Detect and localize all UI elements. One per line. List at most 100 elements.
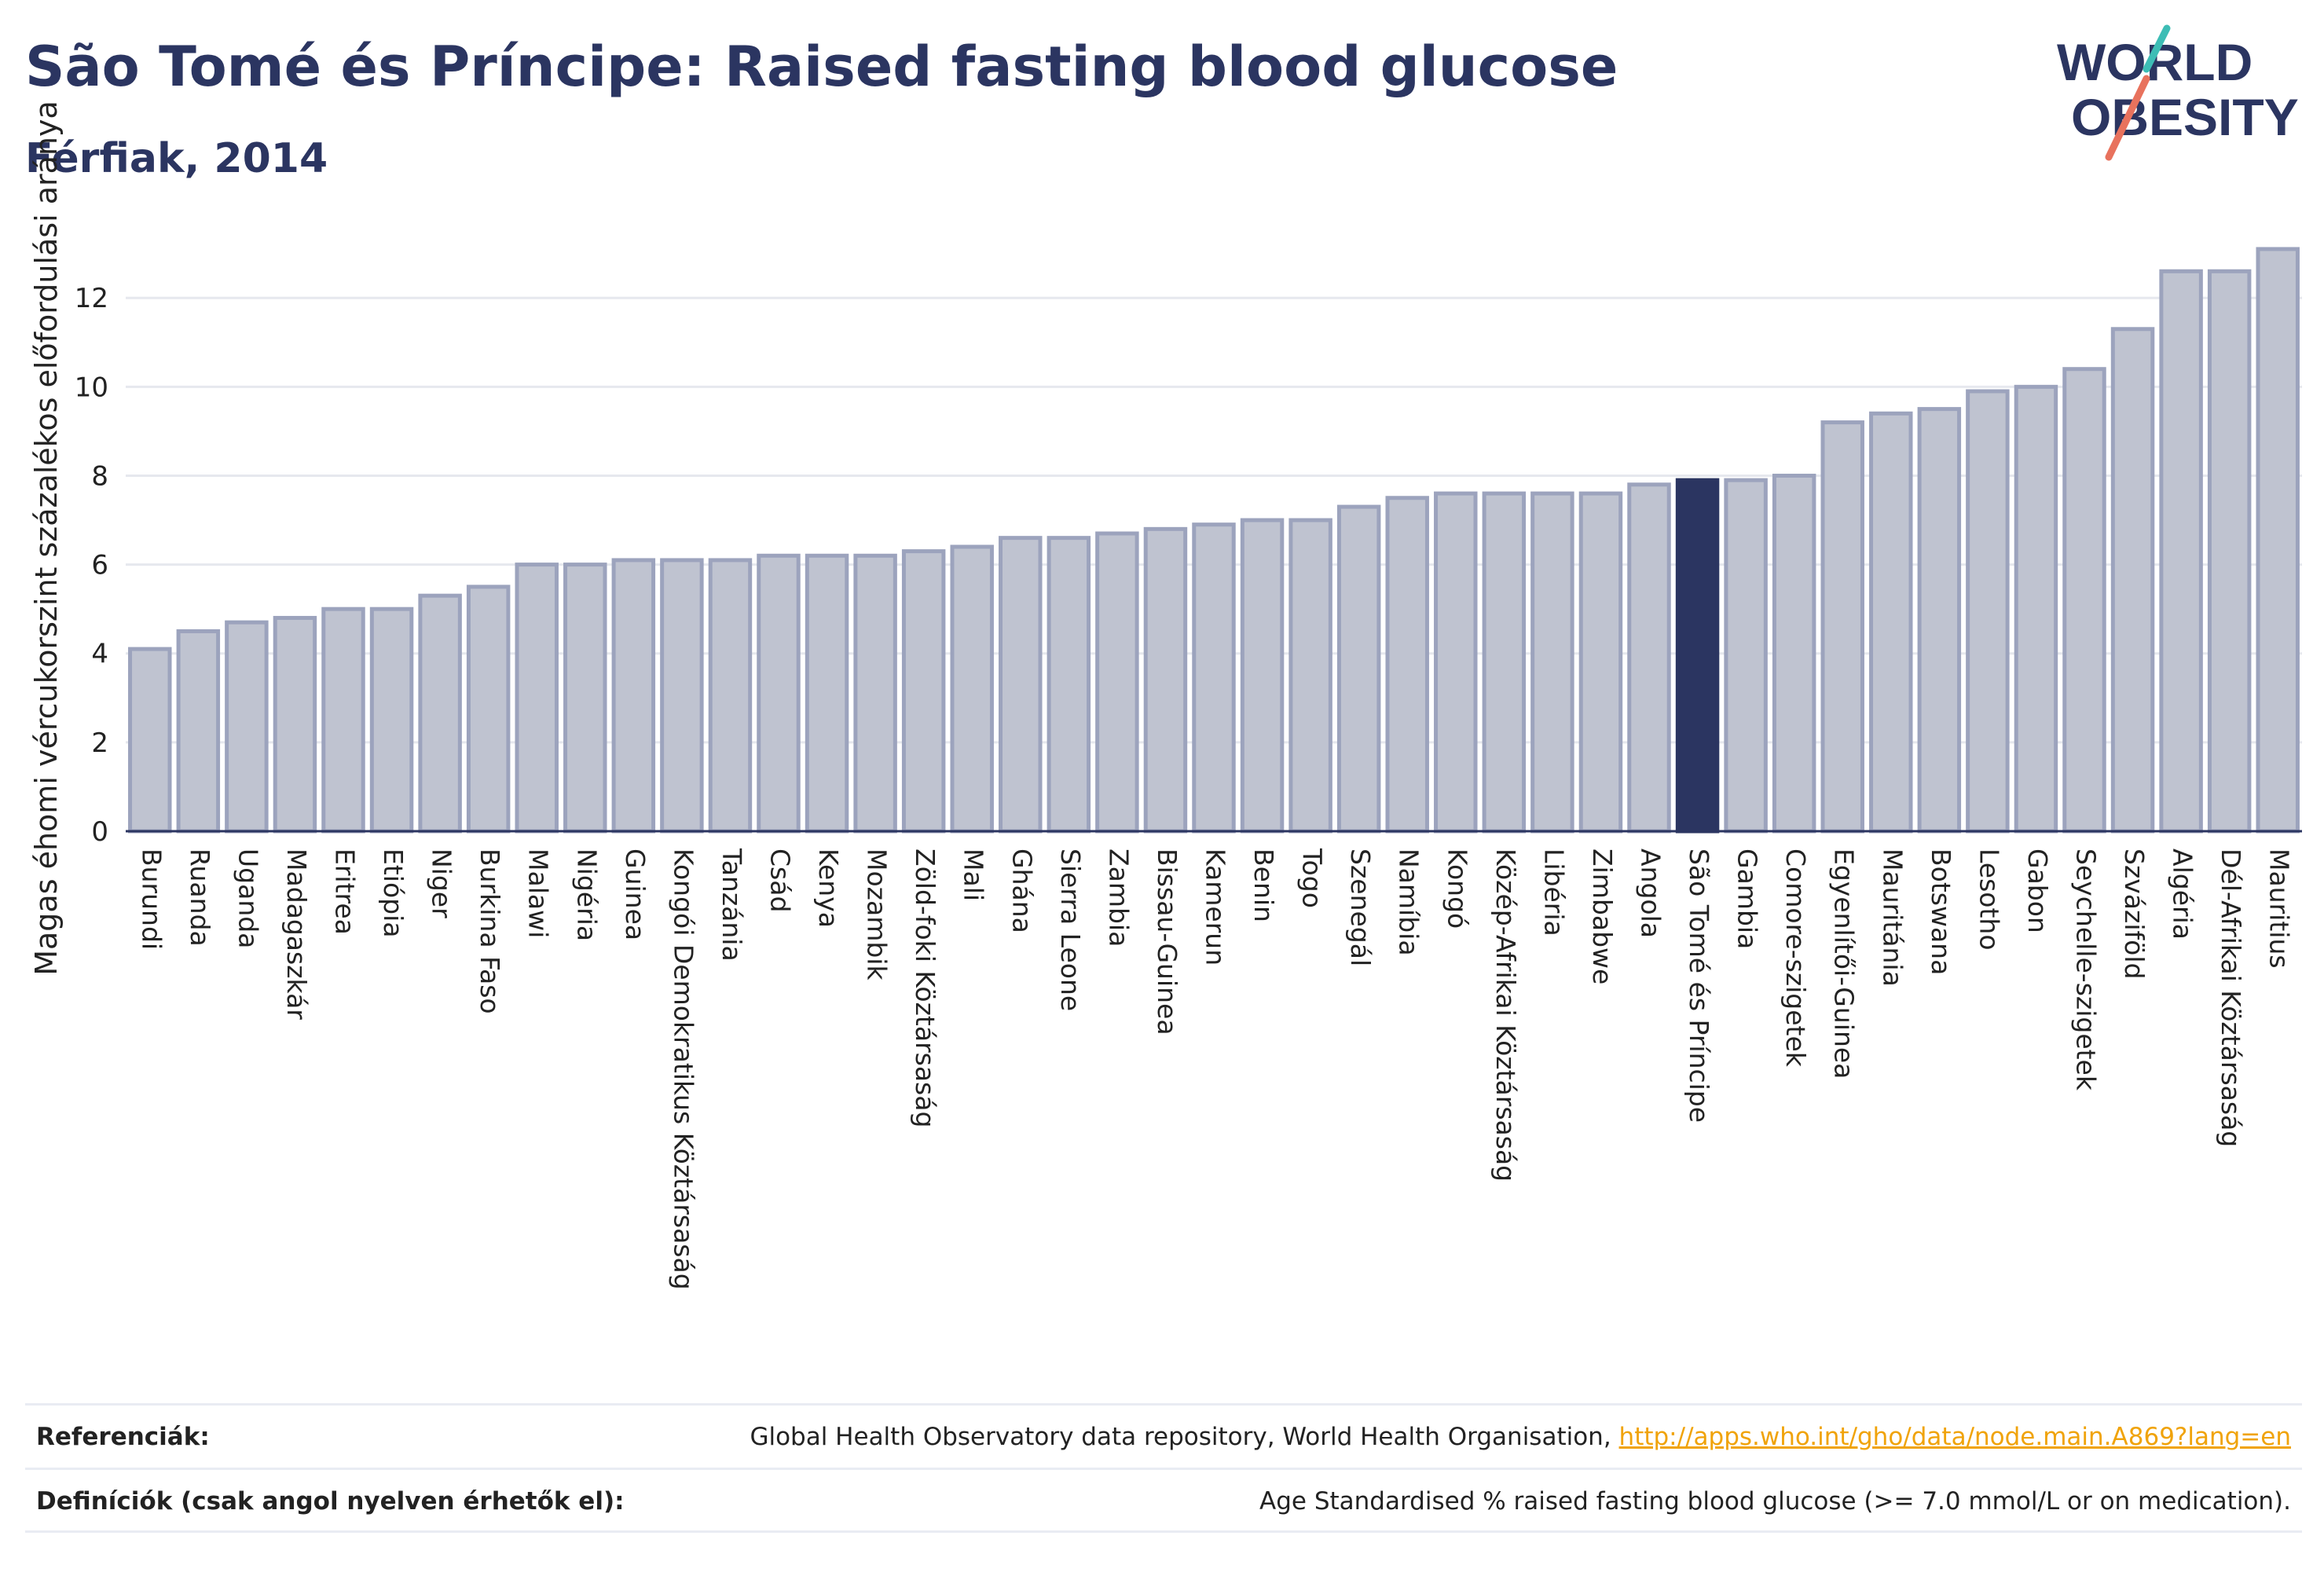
x-tick-label: Zimbabwe: [1587, 848, 1618, 984]
x-tick-label: Mauritius: [2264, 848, 2295, 969]
x-tick-label: Kenya: [813, 848, 844, 928]
x-tick-label: Dél-Afrikai Köztársaság: [2216, 848, 2246, 1147]
definitions-text: Age Standardised % raised fasting blood …: [1259, 1487, 2291, 1516]
y-axis-title: Magas éhomi vércukorszint százalékos elő…: [29, 101, 64, 976]
bar: [225, 620, 269, 834]
bar: [853, 553, 897, 834]
x-tick-label: Csád: [765, 848, 796, 912]
x-tick-label: Benin: [1248, 848, 1279, 922]
x-tick-label: Malawi: [523, 848, 554, 938]
x-tick-label: Angola: [1636, 848, 1666, 938]
x-tick-label: Kamerun: [1200, 848, 1231, 966]
bar: [1917, 407, 1962, 834]
y-tick-label: 2: [91, 728, 108, 759]
bar: [708, 558, 753, 834]
x-tick-label: Kongói Demokratikus Köztársaság: [668, 848, 698, 1290]
x-tick-label: Madagaszkár: [281, 848, 312, 1020]
x-tick-label: Uganda: [233, 848, 263, 948]
bar: [999, 536, 1043, 834]
bar: [515, 563, 559, 834]
bar: [1675, 478, 1720, 834]
bar: [273, 615, 317, 834]
x-tick-label: Zambia: [1103, 848, 1134, 947]
bar: [757, 553, 801, 834]
bar: [1095, 531, 1139, 834]
logo-slash-teal: [2143, 24, 2171, 73]
x-tick-label: Niger: [427, 848, 457, 918]
x-tick-label: Comore-szigetek: [1780, 848, 1811, 1068]
x-tick-label: Ruanda: [185, 848, 215, 947]
x-tick-label: Nigéria: [571, 848, 602, 941]
x-tick-label: Burundi: [136, 848, 167, 950]
bar: [2256, 247, 2300, 834]
bar: [176, 629, 221, 834]
bar: [563, 563, 607, 834]
x-tick-label: Algéria: [2168, 848, 2198, 940]
x-tick-label: Közép-Afrikai Köztársaság: [1490, 848, 1521, 1182]
references-text: Global Health Observatory data repositor…: [750, 1423, 1619, 1451]
x-tick-label: São Tomé és Príncipe: [1684, 848, 1714, 1123]
x-tick-label: Seychelle-szigetek: [2071, 848, 2102, 1091]
references-row: Referenciák: Global Health Observatory d…: [25, 1403, 2302, 1472]
bar: [1530, 491, 1574, 834]
logo-slash-coral: [2105, 75, 2150, 161]
bar: [2159, 269, 2203, 834]
bar: [1047, 536, 1091, 834]
y-tick-label: 12: [75, 283, 108, 314]
x-tick-label: Egyenlítői-Guinea: [1829, 848, 1860, 1079]
bar: [1434, 491, 1478, 834]
bar: [611, 558, 656, 834]
chart-subtitle: Férfiak, 2014: [25, 135, 328, 182]
bar: [1192, 522, 1236, 834]
y-tick-label: 4: [91, 639, 108, 670]
x-tick-label: Burkina Faso: [475, 848, 505, 1014]
x-tick-label: Lesotho: [1974, 848, 2004, 951]
x-tick-label: Sierra Leone: [1055, 848, 1086, 1011]
world-obesity-logo[interactable]: WORLD OBESITY: [2051, 24, 2310, 165]
x-tick-label: Mauritánia: [1877, 848, 1908, 987]
x-tick-label: Eritrea: [330, 848, 361, 935]
bar: [1869, 411, 1913, 834]
bar: [2014, 384, 2058, 834]
logo-text-line1: WORLD: [2057, 33, 2253, 91]
bar: [901, 549, 946, 834]
x-tick-label: Botswana: [1926, 848, 1956, 975]
x-tick-label: Ghána: [1006, 848, 1037, 933]
x-tick-label: Kongó: [1442, 848, 1472, 929]
x-tick-label: Mali: [959, 848, 989, 901]
x-tick-label: Tanzánia: [717, 848, 747, 962]
bar: [1240, 518, 1285, 834]
bar: [805, 553, 849, 834]
bar: [1820, 420, 1864, 834]
references-link[interactable]: http://apps.who.int/gho/data/node.main.A…: [1618, 1423, 2291, 1451]
y-tick-label: 10: [75, 372, 108, 403]
x-tick-label: Guinea: [620, 848, 651, 940]
bar: [1966, 389, 2010, 834]
x-tick-label: Gabon: [2022, 848, 2053, 933]
bar: [2207, 269, 2252, 834]
bar: [418, 593, 462, 834]
bar: [1385, 496, 1429, 834]
bar: [1578, 491, 1623, 834]
bar: [1724, 478, 1768, 834]
bar: [2110, 327, 2155, 834]
y-tick-label: 8: [91, 460, 108, 492]
references-bottom-divider: [25, 1530, 2302, 1533]
x-tick-label: Etiópia: [378, 848, 409, 938]
x-tick-label: Gambia: [1732, 848, 1763, 949]
bar: [1772, 473, 1816, 834]
chart-title: São Tomé és Príncipe: Raised fasting blo…: [25, 35, 1618, 99]
bar: [950, 544, 994, 834]
x-tick-label: Zöld-foki Köztársaság: [910, 848, 940, 1127]
x-tick-label: Szváziföld: [2119, 848, 2150, 979]
bar: [2062, 367, 2106, 834]
x-tick-label: Namíbia: [1394, 848, 1424, 956]
bar: [1627, 482, 1671, 834]
definitions-label: Definíciók (csak angol nyelven érhetők e…: [36, 1487, 625, 1516]
bar: [1482, 491, 1527, 834]
logo-text-line2: OBESITY: [2071, 88, 2299, 146]
x-tick-label: Szenegál: [1345, 848, 1376, 966]
x-tick-label: Mozambik: [862, 848, 893, 980]
references-label: Referenciák:: [36, 1423, 210, 1451]
x-tick-label: Bissau-Guinea: [1152, 848, 1182, 1035]
